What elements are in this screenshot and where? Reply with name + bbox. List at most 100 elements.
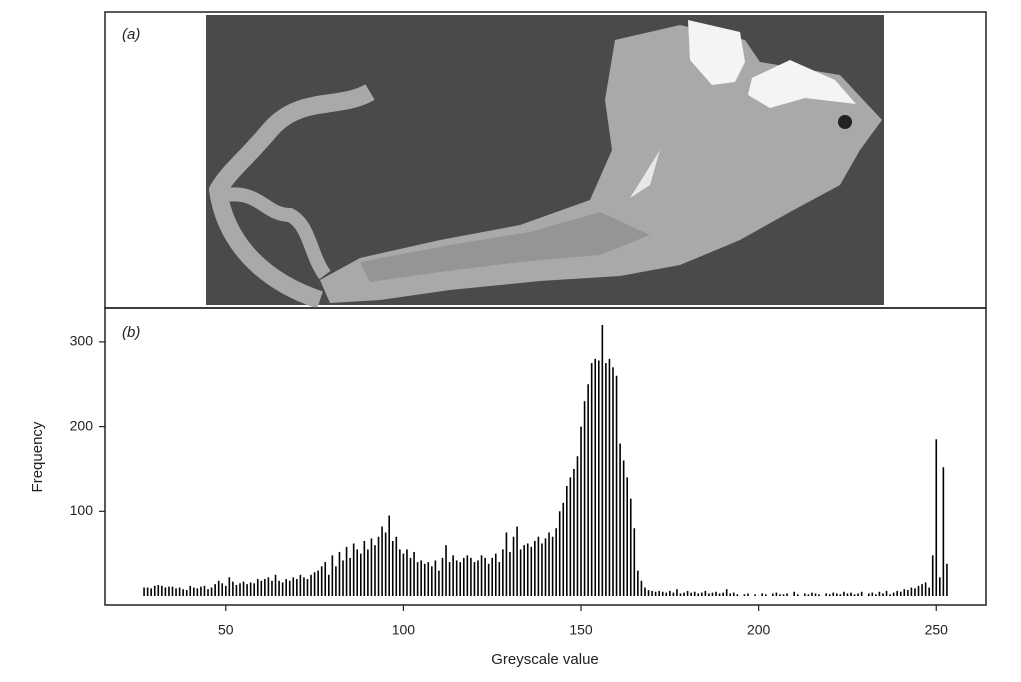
bar xyxy=(885,590,888,596)
bar xyxy=(193,587,195,596)
bar xyxy=(811,592,813,596)
bar xyxy=(544,538,547,596)
bar xyxy=(335,566,337,596)
bar xyxy=(772,593,774,596)
bar xyxy=(651,590,653,596)
bar xyxy=(796,594,799,596)
bar xyxy=(903,589,906,596)
bar xyxy=(686,590,689,596)
bar xyxy=(242,581,245,596)
bar xyxy=(384,532,387,596)
x-tick-label: 200 xyxy=(747,622,771,638)
bar xyxy=(605,363,607,596)
panel-b-frame xyxy=(104,307,987,606)
bar xyxy=(612,367,614,596)
bar xyxy=(747,593,749,596)
bar xyxy=(889,594,891,596)
bar xyxy=(548,532,550,596)
bar xyxy=(942,467,945,596)
bar xyxy=(349,557,351,596)
bar xyxy=(281,582,284,596)
bar xyxy=(708,593,710,596)
bar xyxy=(267,577,270,596)
bar xyxy=(597,360,600,596)
bar xyxy=(523,545,525,596)
bar xyxy=(246,584,248,596)
bar xyxy=(793,591,795,596)
bar xyxy=(480,555,483,596)
bar xyxy=(896,590,898,596)
bar xyxy=(164,587,167,596)
bar xyxy=(832,592,835,596)
bar xyxy=(374,545,376,596)
bar xyxy=(857,593,859,596)
bar xyxy=(775,592,778,596)
bar xyxy=(477,560,479,596)
bar xyxy=(445,545,447,596)
y-tick-label: 300 xyxy=(70,333,94,349)
bar xyxy=(843,591,845,596)
bar xyxy=(434,560,437,596)
bar xyxy=(626,477,629,596)
bar xyxy=(701,592,703,596)
bar xyxy=(882,593,884,596)
bar xyxy=(406,549,408,596)
bar xyxy=(228,577,231,596)
bar xyxy=(381,526,383,596)
bar xyxy=(736,594,739,596)
bar xyxy=(619,443,621,596)
x-tick-label: 50 xyxy=(218,622,234,638)
bar xyxy=(431,566,433,596)
bar xyxy=(541,543,543,596)
bar xyxy=(928,587,930,596)
bar xyxy=(562,502,565,596)
bar xyxy=(331,555,334,596)
bar xyxy=(232,581,234,596)
bar xyxy=(693,591,696,596)
bar xyxy=(910,587,913,596)
bar xyxy=(416,562,419,596)
bar xyxy=(509,551,511,596)
bar xyxy=(931,555,934,596)
bar xyxy=(661,591,664,596)
bar xyxy=(239,583,241,596)
bar xyxy=(729,593,732,596)
panel-label: (b) xyxy=(122,324,140,341)
bar xyxy=(306,579,309,596)
bar xyxy=(537,536,540,596)
bar xyxy=(363,540,366,596)
bar xyxy=(519,549,522,596)
bar xyxy=(438,570,440,596)
bar xyxy=(697,593,700,596)
bar xyxy=(679,593,682,596)
bar xyxy=(178,587,181,596)
bar xyxy=(420,560,422,596)
bar xyxy=(672,592,675,596)
bar xyxy=(658,590,660,596)
bar xyxy=(200,586,202,596)
bar xyxy=(647,590,650,596)
bar xyxy=(367,549,369,596)
bar xyxy=(587,384,589,596)
bar xyxy=(377,536,380,596)
bar xyxy=(754,594,756,596)
bar xyxy=(825,593,827,596)
bar xyxy=(189,585,192,596)
bar xyxy=(764,594,767,596)
bar xyxy=(566,485,568,596)
bar xyxy=(899,591,902,596)
panel-label: (a) xyxy=(122,26,140,43)
bar xyxy=(271,580,273,596)
bar xyxy=(494,553,497,596)
bar xyxy=(590,363,593,596)
bar xyxy=(462,557,465,596)
bar xyxy=(395,536,398,596)
bar xyxy=(207,589,209,596)
bar xyxy=(470,557,472,596)
bar xyxy=(807,594,810,596)
bar xyxy=(455,560,458,596)
bar xyxy=(370,538,373,596)
bar xyxy=(921,584,923,596)
bar xyxy=(516,526,518,596)
bar xyxy=(640,580,643,596)
